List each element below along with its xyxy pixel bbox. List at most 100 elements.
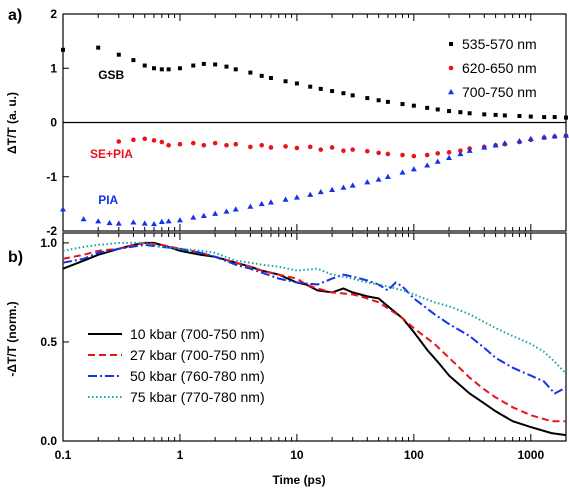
data-point	[159, 219, 165, 224]
data-point	[341, 91, 345, 95]
data-point	[364, 179, 370, 184]
data-point	[351, 93, 355, 97]
data-point	[247, 204, 253, 209]
data-point	[143, 64, 147, 68]
panel-a-ylabel: ΔT/T (a. u.)	[5, 92, 19, 154]
data-point	[166, 143, 171, 148]
data-point	[191, 64, 195, 68]
legend-label: 27 kbar (700-750 nm)	[130, 347, 265, 363]
x-tick-label: 10	[290, 448, 304, 462]
data-point	[552, 133, 558, 138]
data-point	[330, 89, 334, 93]
legend-label: 10 kbar (700-750 nm)	[130, 326, 265, 342]
data-point	[248, 145, 253, 150]
panel-b-label: b)	[8, 249, 23, 266]
data-point	[95, 218, 101, 223]
data-point	[341, 148, 346, 153]
data-point	[283, 144, 288, 149]
data-point	[542, 115, 546, 119]
data-point	[308, 145, 313, 150]
data-point	[233, 142, 238, 147]
legend-marker	[448, 89, 454, 94]
legend-label: 700-750 nm	[462, 84, 537, 100]
data-point	[447, 150, 452, 155]
data-point	[213, 62, 217, 66]
data-point	[308, 85, 312, 89]
data-point	[130, 219, 136, 224]
data-point	[365, 96, 369, 100]
data-point	[116, 139, 121, 144]
data-point	[160, 67, 164, 71]
annotation-label: PIA	[98, 193, 118, 207]
legend-label: 535-570 nm	[462, 36, 537, 52]
data-point	[435, 159, 441, 164]
data-point	[117, 53, 121, 57]
data-point	[307, 192, 313, 197]
data-point	[528, 136, 534, 141]
data-point	[340, 185, 346, 190]
data-point	[319, 87, 323, 91]
legend-label: 620-650 nm	[462, 60, 537, 76]
data-point	[425, 106, 429, 110]
data-point	[318, 189, 324, 194]
legend-marker	[449, 66, 454, 71]
y-tick-label: 0.0	[40, 434, 57, 448]
data-point	[142, 136, 147, 141]
data-point	[435, 151, 440, 156]
data-point	[61, 48, 65, 52]
data-point	[553, 115, 557, 119]
data-point	[376, 176, 382, 181]
data-point	[178, 142, 183, 147]
data-point	[564, 116, 568, 120]
data-point	[269, 145, 274, 150]
data-point	[202, 62, 206, 66]
data-point	[178, 66, 182, 70]
data-point	[411, 166, 417, 171]
data-point	[166, 218, 172, 223]
data-point	[284, 79, 288, 83]
y-tick-label: -1	[46, 170, 57, 184]
data-point	[386, 152, 391, 157]
data-point	[294, 194, 300, 199]
data-point	[295, 81, 299, 85]
data-point	[376, 151, 381, 156]
data-point	[151, 221, 157, 226]
data-point	[116, 220, 122, 225]
y-tick-label: 1.0	[40, 236, 57, 250]
data-point	[494, 113, 498, 117]
data-point	[468, 111, 472, 115]
data-point	[541, 134, 547, 139]
annotation-label: SE+PIA	[90, 147, 133, 161]
data-point	[350, 182, 356, 187]
x-tick-label: 1000	[517, 448, 544, 462]
data-point	[259, 201, 265, 206]
data-point	[400, 153, 405, 158]
data-point	[385, 174, 391, 179]
data-point	[177, 217, 183, 222]
data-point	[60, 206, 66, 211]
data-point	[330, 145, 335, 150]
panel-a-label: a)	[8, 7, 22, 24]
data-point	[529, 115, 533, 119]
data-point	[160, 140, 165, 145]
data-point	[318, 147, 323, 152]
data-point	[424, 162, 430, 167]
data-point	[269, 76, 273, 80]
data-point	[201, 213, 207, 218]
data-point	[167, 67, 171, 71]
data-point	[436, 107, 440, 111]
data-point	[142, 220, 148, 225]
data-point	[224, 65, 228, 69]
data-point	[295, 146, 300, 151]
data-point	[131, 58, 135, 62]
data-point	[202, 143, 207, 148]
data-point	[329, 187, 335, 192]
data-point	[224, 143, 229, 148]
data-point	[191, 141, 196, 146]
panel-b-ylabel: -ΔT/T (norm.)	[5, 301, 19, 376]
legend-label: 50 kbar (760-780 nm)	[130, 368, 265, 384]
data-point	[152, 138, 157, 143]
data-point	[283, 197, 289, 202]
